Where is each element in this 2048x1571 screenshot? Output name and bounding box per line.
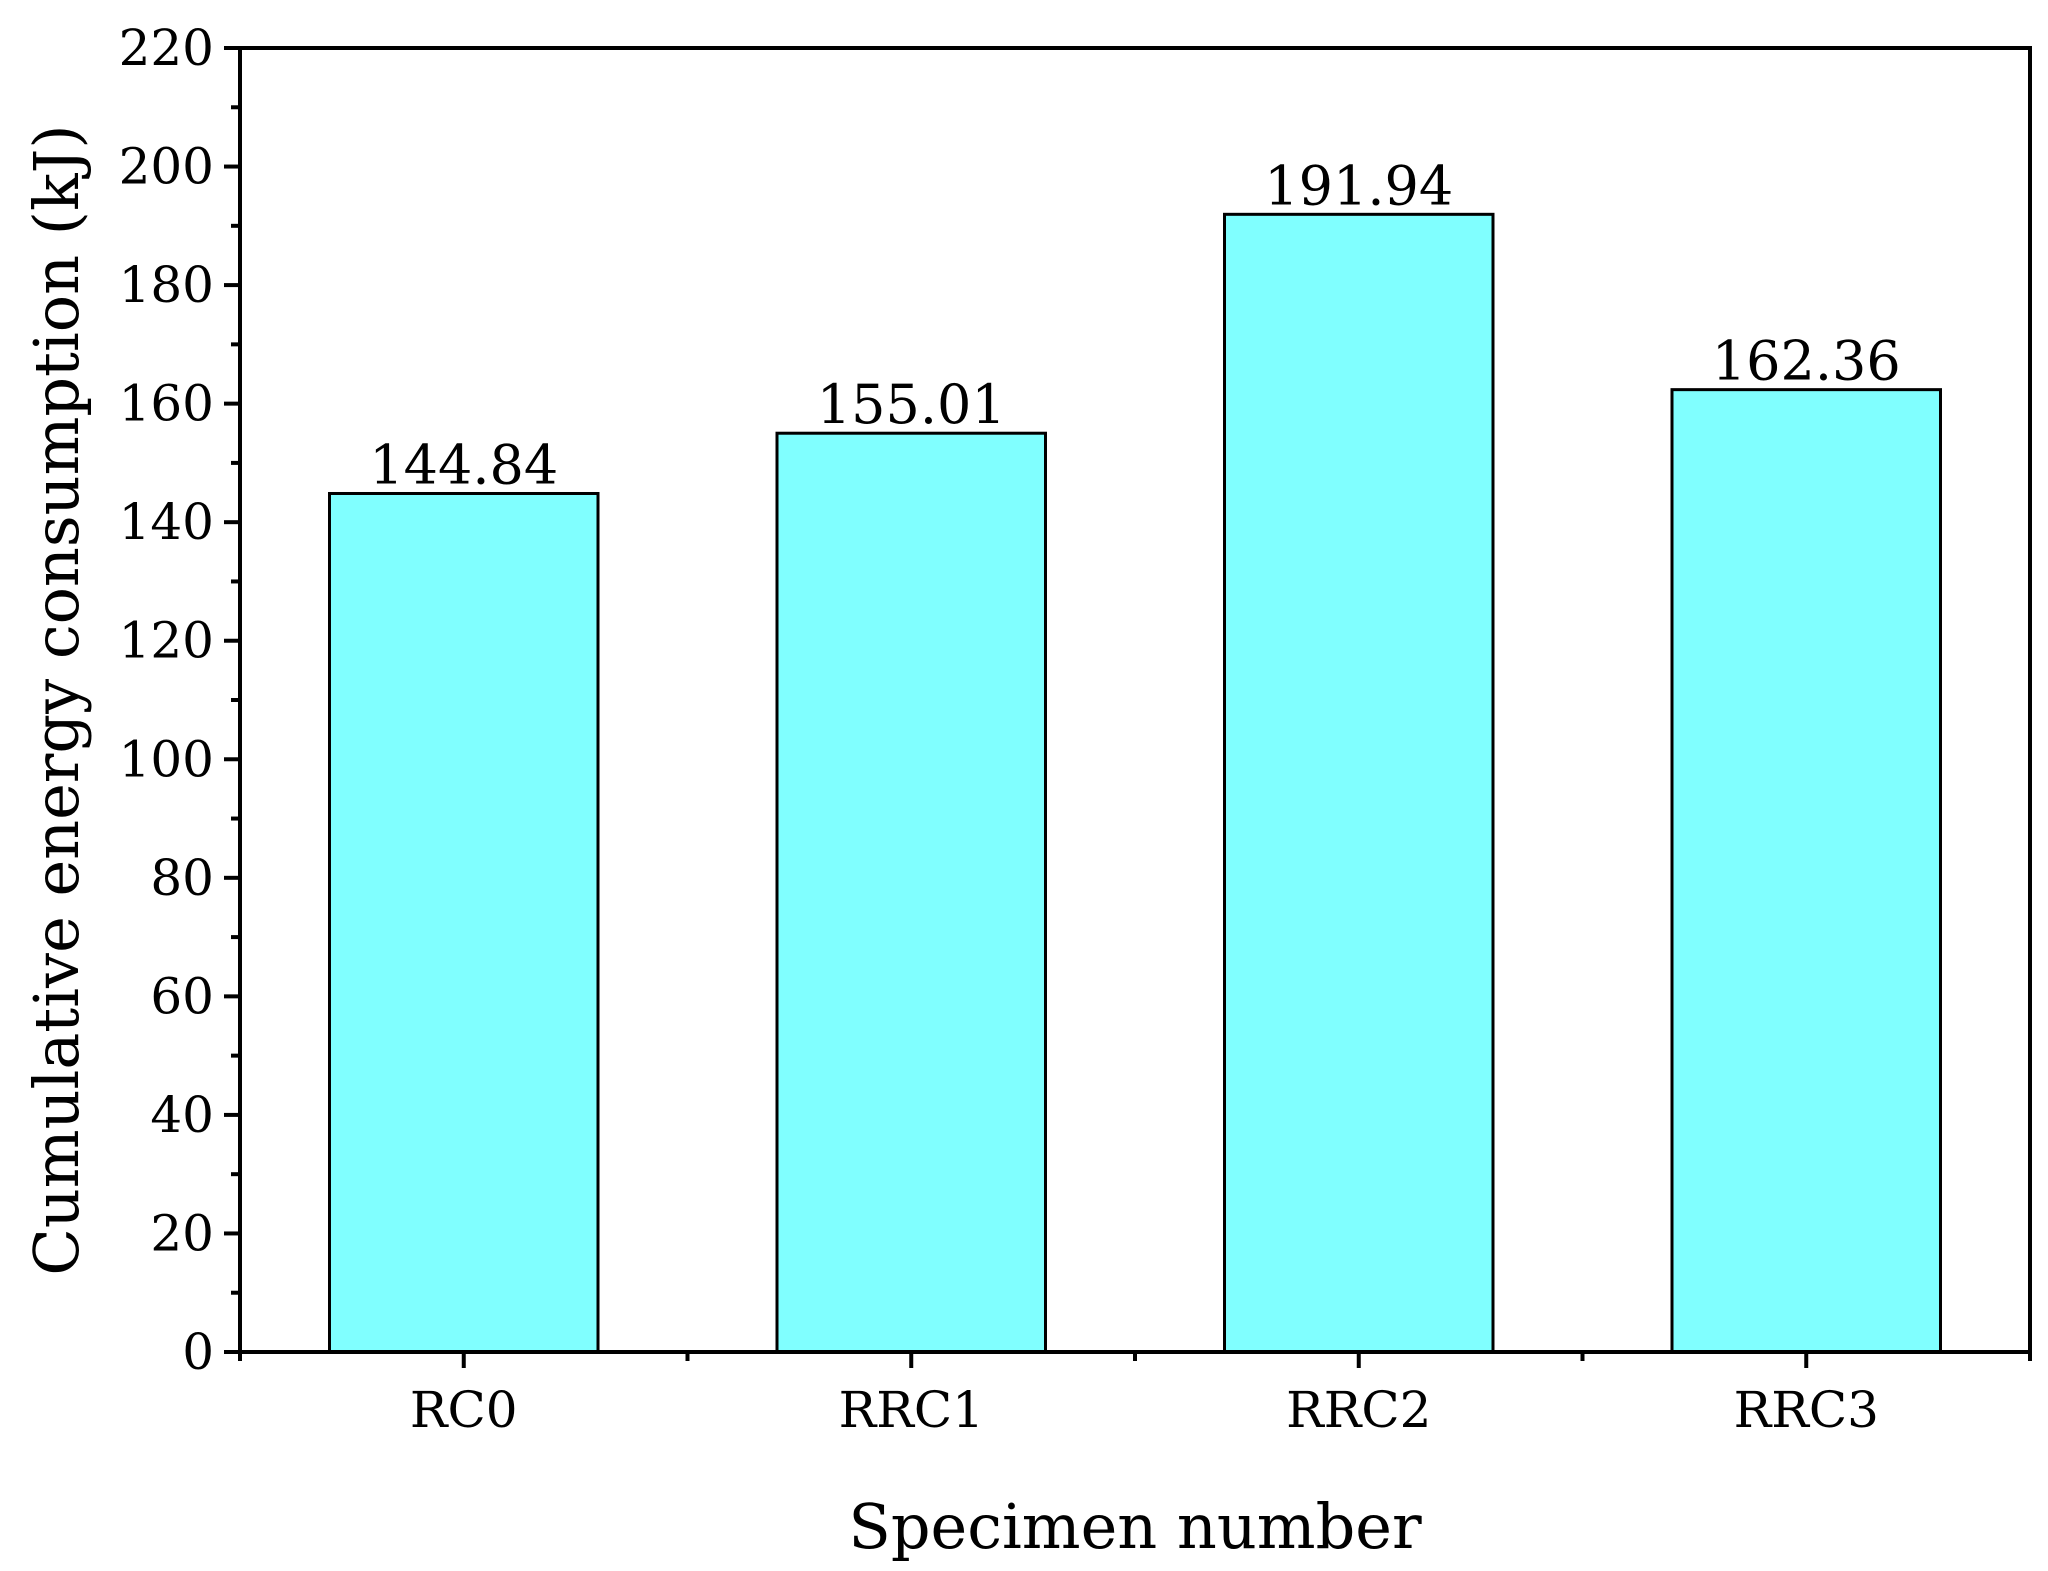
- x-tick-label-RRC2: RRC2: [1286, 1381, 1431, 1439]
- y-tick-label: 80: [150, 849, 214, 907]
- y-tick-label: 140: [119, 493, 214, 551]
- bar-RRC2: [1223, 212, 1495, 1354]
- y-tick-label: 60: [150, 967, 214, 1025]
- x-axis-title: Specimen number: [848, 1490, 1422, 1563]
- bar-RC0: [328, 491, 600, 1354]
- y-tick-label: 160: [119, 375, 214, 433]
- bars-group: [328, 212, 1942, 1354]
- x-tick-label-RRC1: RRC1: [839, 1381, 984, 1439]
- y-axis-ticks: 0 20 40 60 80 100 120 140 160 180 200 220: [119, 19, 240, 1381]
- y-tick-label: 200: [119, 138, 214, 196]
- bar-RRC1: [775, 431, 1047, 1354]
- data-label-RRC3: 162.36: [1712, 330, 1901, 393]
- data-label-RC0: 144.84: [369, 433, 558, 496]
- y-tick-label: 180: [119, 256, 214, 314]
- y-tick-label: 20: [150, 1204, 214, 1262]
- data-labels-group: 144.84 155.01 191.94 162.36: [369, 154, 1900, 496]
- y-tick-label: 100: [119, 730, 214, 788]
- y-tick-label: 220: [119, 19, 214, 77]
- bar-RRC3: [1670, 388, 1942, 1354]
- x-axis-ticks: RC0 RRC1 RRC2 RRC3: [238, 1352, 2032, 1439]
- y-tick-label: 0: [182, 1323, 214, 1381]
- x-tick-label-RC0: RC0: [410, 1381, 518, 1439]
- y-tick-label: 40: [150, 1086, 214, 1144]
- y-tick-label: 120: [119, 612, 214, 670]
- x-tick-label-RRC3: RRC3: [1734, 1381, 1879, 1439]
- y-axis-title: Cumulative energy consumption (kJ): [20, 124, 93, 1275]
- data-label-RRC2: 191.94: [1264, 154, 1453, 217]
- data-label-RRC1: 155.01: [817, 373, 1006, 436]
